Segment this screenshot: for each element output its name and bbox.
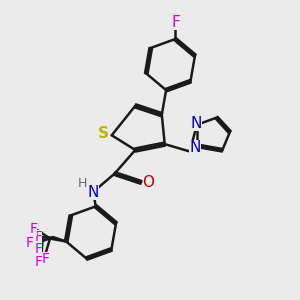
Text: F: F [171, 15, 180, 30]
Text: F: F [34, 230, 42, 244]
Text: N: N [189, 140, 201, 155]
Text: N: N [88, 185, 99, 200]
Text: F: F [34, 255, 42, 269]
Text: F: F [34, 242, 42, 256]
Text: N: N [190, 116, 202, 131]
Text: F: F [42, 252, 50, 266]
Text: O: O [142, 175, 154, 190]
Text: S: S [98, 126, 109, 141]
Text: F: F [29, 222, 37, 236]
Text: H: H [78, 177, 88, 190]
Text: F: F [26, 236, 34, 250]
